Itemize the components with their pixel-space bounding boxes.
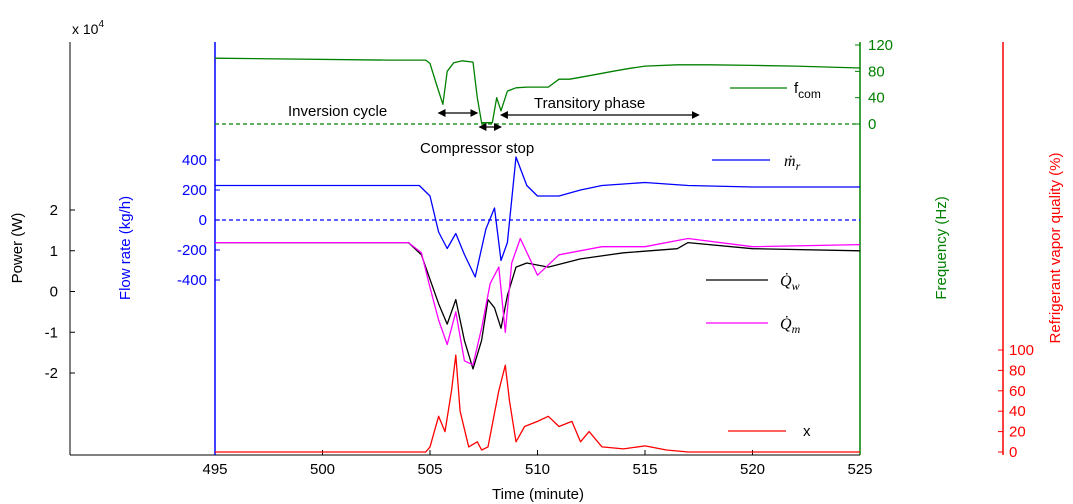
series-layer [214,57,861,453]
power-tick-label: 1 [50,243,58,260]
flow-tick-label: -400 [177,272,207,289]
series-line-w [215,241,861,370]
x-axis-label: Time (minute) [492,486,584,503]
legend-label-qm: Q̇m [780,315,801,336]
series-line-r [215,156,860,278]
flow-axis-label: Flow rate (kg/h) [117,196,134,300]
flow-tick-label: 400 [182,152,207,169]
series-line-com [214,57,861,124]
freq-tick-label: 80 [868,63,885,80]
power-tick-label: -2 [45,365,58,382]
flow-axis-ticks: 400 200 0 -200 -400 [177,152,220,289]
x-tick-label: 525 [847,461,872,478]
series-line-m [215,237,861,366]
flow-tick-label: -200 [177,242,207,259]
power-axis-ticks: 2 1 0 -1 -2 [45,202,75,382]
x-tick-label: 520 [740,461,765,478]
annotation-transitory-phase: Transitory phase [534,95,645,112]
quality-axis-label: Refrigerant vapor quality (%) [1047,153,1064,344]
freq-tick-label: 120 [868,37,893,54]
quality-tick-label: 0 [1009,444,1017,461]
legend-label-fcom: fcom [794,80,821,101]
x-tick-label: 500 [310,461,335,478]
flow-tick-label: 200 [182,182,207,199]
freq-tick-label: 40 [868,90,885,107]
power-multiplier: x 104 [72,19,104,37]
x-tick-label: 515 [632,461,657,478]
quality-tick-label: 80 [1009,362,1026,379]
annotation-inversion-cycle: Inversion cycle [288,103,387,120]
x-tick-label: 505 [417,461,442,478]
frequency-axis-label: Frequency (Hz) [933,196,950,299]
quality-tick-label: 60 [1009,383,1026,400]
series-line-x [215,354,860,453]
legend-label-x: x [803,423,811,440]
legend: fcom ṁr Q̇w Q̇m x [706,80,821,440]
power-tick-label: 0 [50,284,58,301]
power-axis-label: Power (W) [9,213,26,284]
flow-tick-label: 0 [199,212,207,229]
frequency-axis-ticks: 120 80 40 0 [855,37,893,133]
legend-label-mr: ṁr [784,153,801,173]
freq-tick-label: 0 [868,116,876,133]
quality-tick-label: 40 [1009,403,1026,420]
power-tick-label: 2 [50,202,58,219]
power-tick-label: -1 [45,324,58,341]
x-tick-label: 495 [202,461,227,478]
annotation-layer: Inversion cycle Compressor stop Transito… [288,95,700,157]
quality-axis-ticks: 100 80 60 40 20 0 [998,342,1034,461]
quality-tick-label: 100 [1009,342,1034,359]
x-tick-label: 510 [525,461,550,478]
x-axis-ticks: 495 500 505 510 515 520 525 [202,450,873,478]
annotation-compressor-stop: Compressor stop [420,140,534,157]
quality-tick-label: 20 [1009,424,1026,441]
legend-label-qw: Q̇w [780,272,800,293]
